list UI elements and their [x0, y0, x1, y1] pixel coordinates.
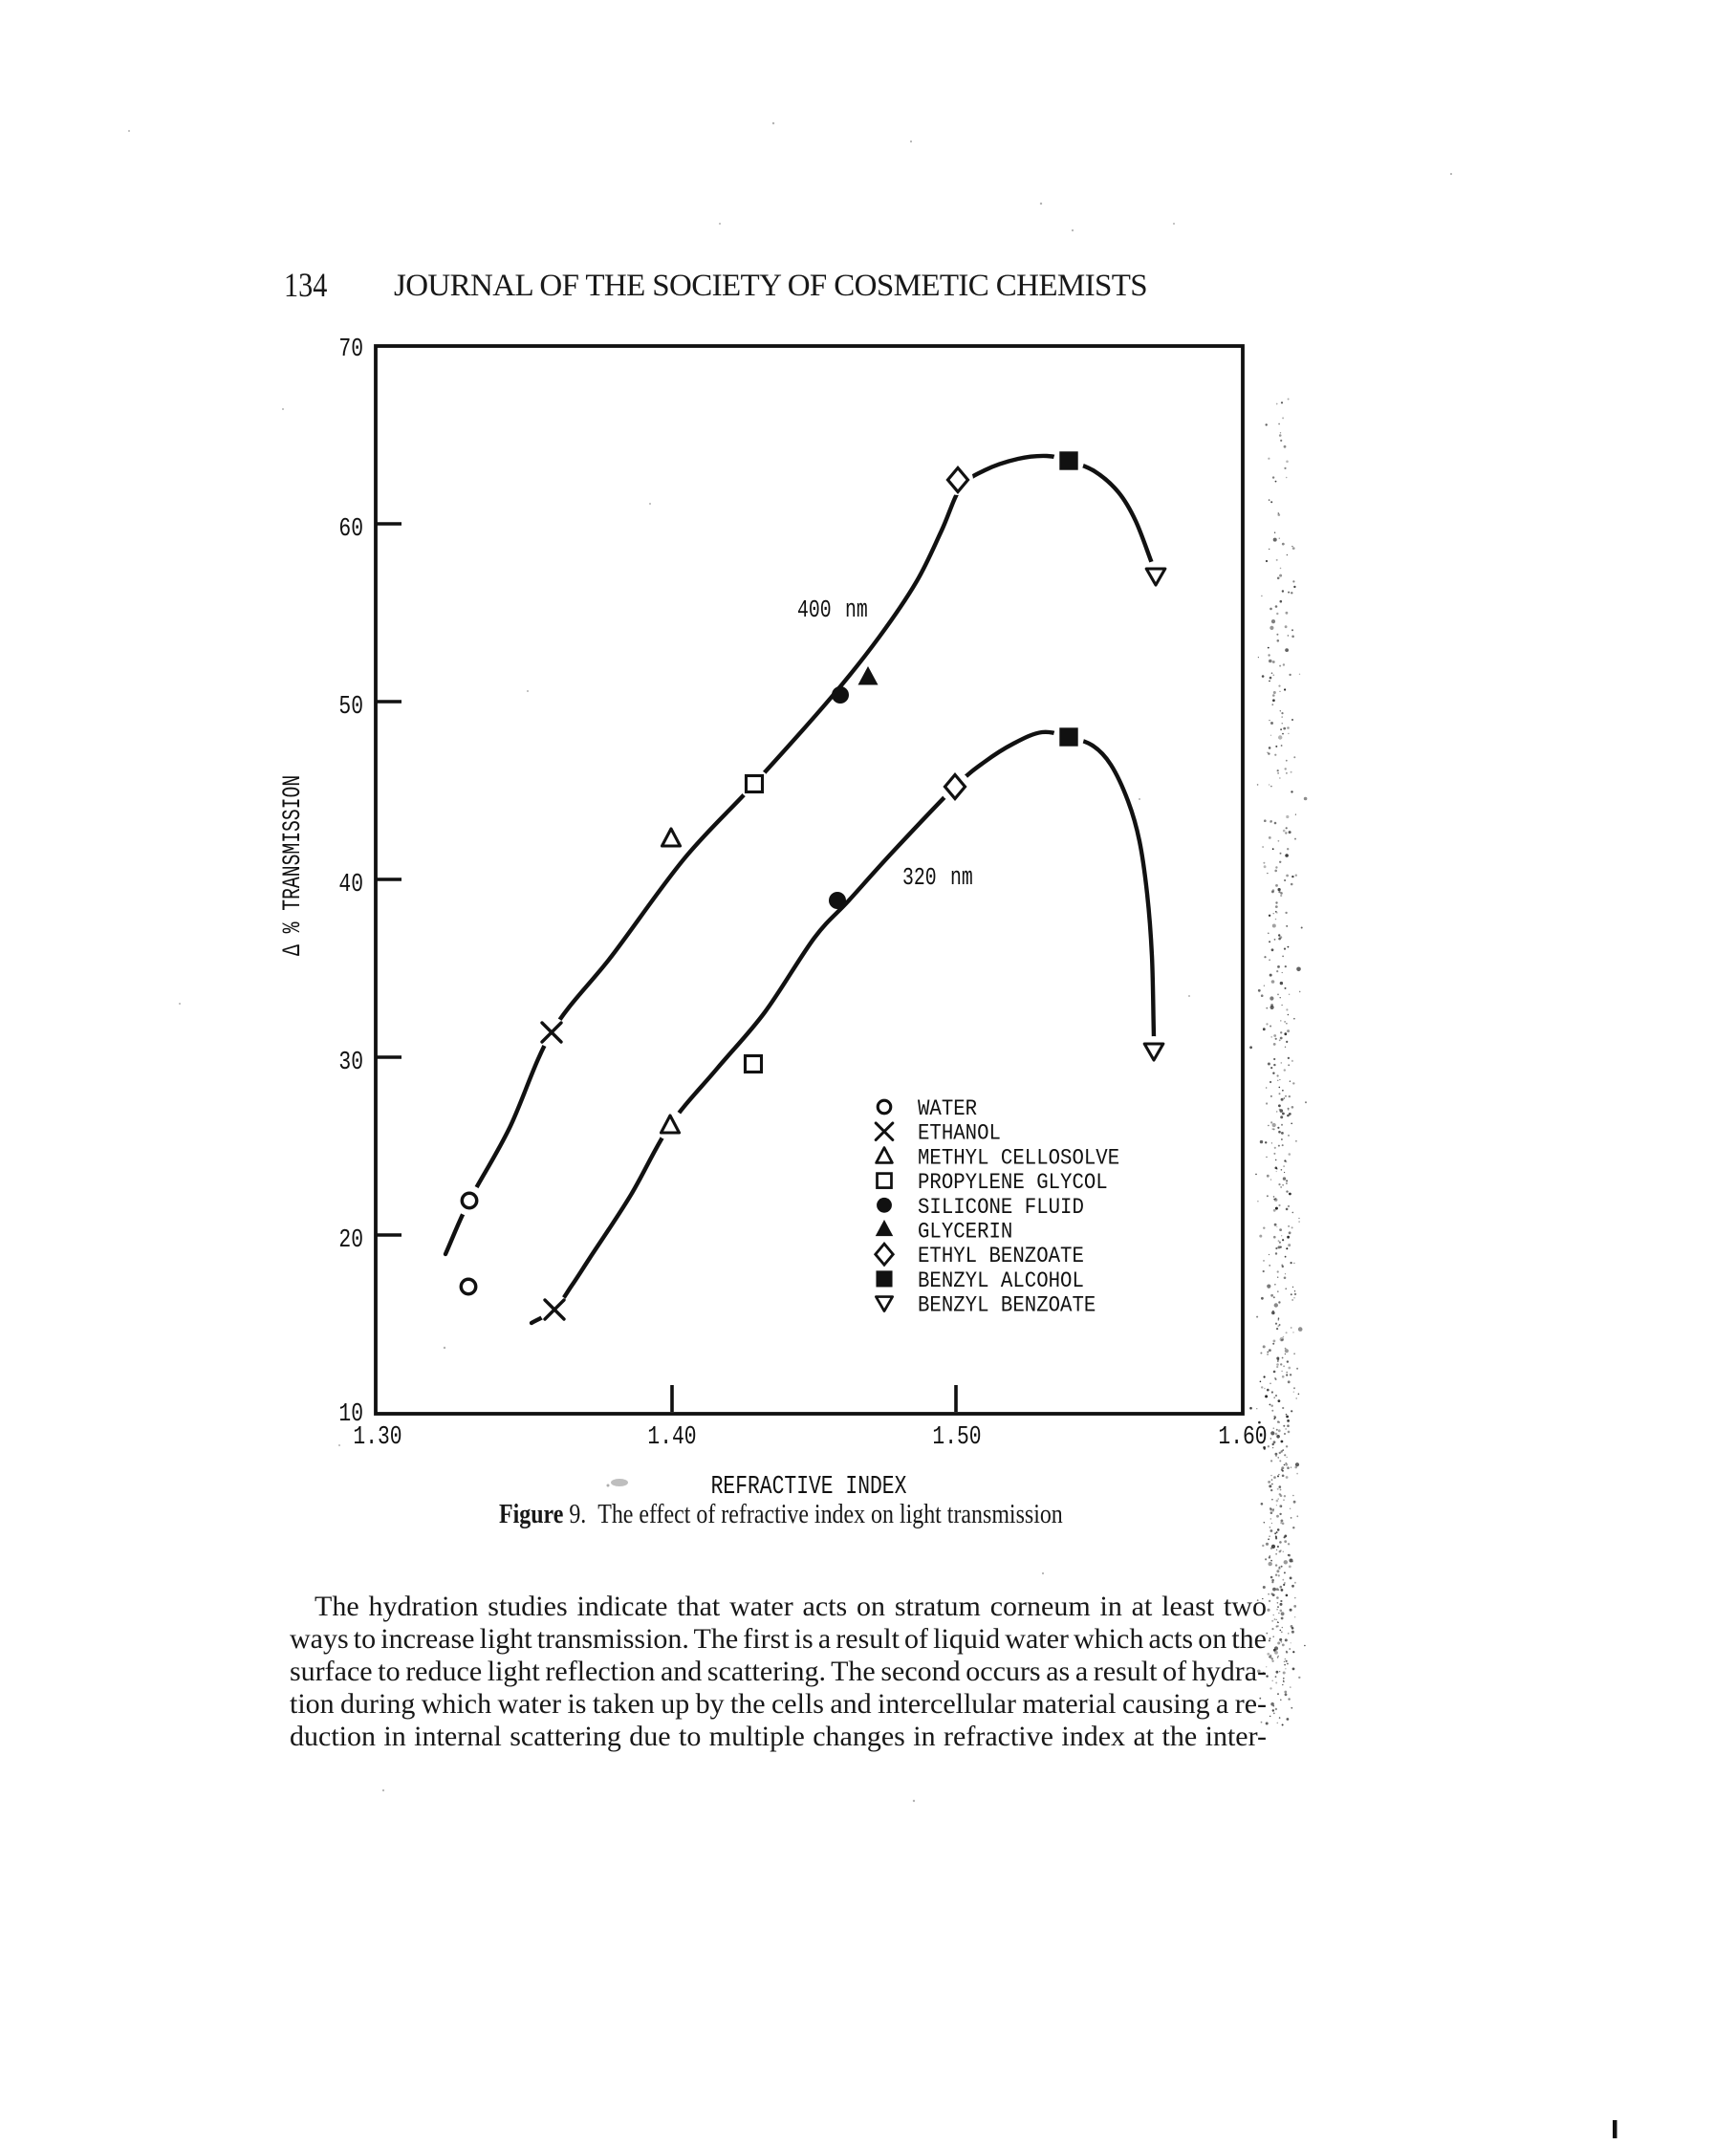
svg-text:ETHANOL: ETHANOL — [918, 1121, 1001, 1146]
svg-text:1.50: 1.50 — [932, 1423, 981, 1452]
svg-text:GLYCERIN: GLYCERIN — [918, 1220, 1012, 1245]
svg-text:SILICONE FLUID: SILICONE FLUID — [918, 1195, 1084, 1220]
svg-text:60: 60 — [338, 515, 363, 544]
svg-text:nm: nm — [950, 864, 973, 892]
svg-text:40: 40 — [338, 871, 363, 899]
svg-text:1.30: 1.30 — [353, 1423, 401, 1452]
svg-text:1.60: 1.60 — [1218, 1423, 1267, 1452]
svg-text:REFRACTIVE INDEX: REFRACTIVE INDEX — [711, 1473, 907, 1502]
svg-text:30: 30 — [338, 1049, 363, 1077]
svg-text:320: 320 — [902, 864, 937, 892]
svg-text:WATER: WATER — [918, 1096, 977, 1121]
svg-text:10: 10 — [338, 1400, 363, 1429]
svg-text:nm: nm — [845, 596, 868, 624]
svg-text:50: 50 — [338, 693, 363, 722]
svg-text:PROPYLENE GLYCOL: PROPYLENE GLYCOL — [918, 1170, 1108, 1195]
svg-text:1.40: 1.40 — [647, 1423, 696, 1452]
svg-text:ETHYL BENZOATE: ETHYL BENZOATE — [918, 1244, 1084, 1268]
svg-text:400: 400 — [797, 596, 832, 624]
svg-text:70: 70 — [338, 336, 363, 364]
svg-text:BENZYL BENZOATE: BENZYL BENZOATE — [918, 1293, 1096, 1318]
svg-text:20: 20 — [338, 1226, 363, 1255]
svg-text:BENZYL ALCOHOL: BENZYL ALCOHOL — [918, 1268, 1084, 1293]
svg-text:Δ % TRANSMISSION: Δ % TRANSMISSION — [278, 775, 308, 956]
svg-text:METHYL CELLOSOLVE: METHYL CELLOSOLVE — [918, 1145, 1119, 1170]
